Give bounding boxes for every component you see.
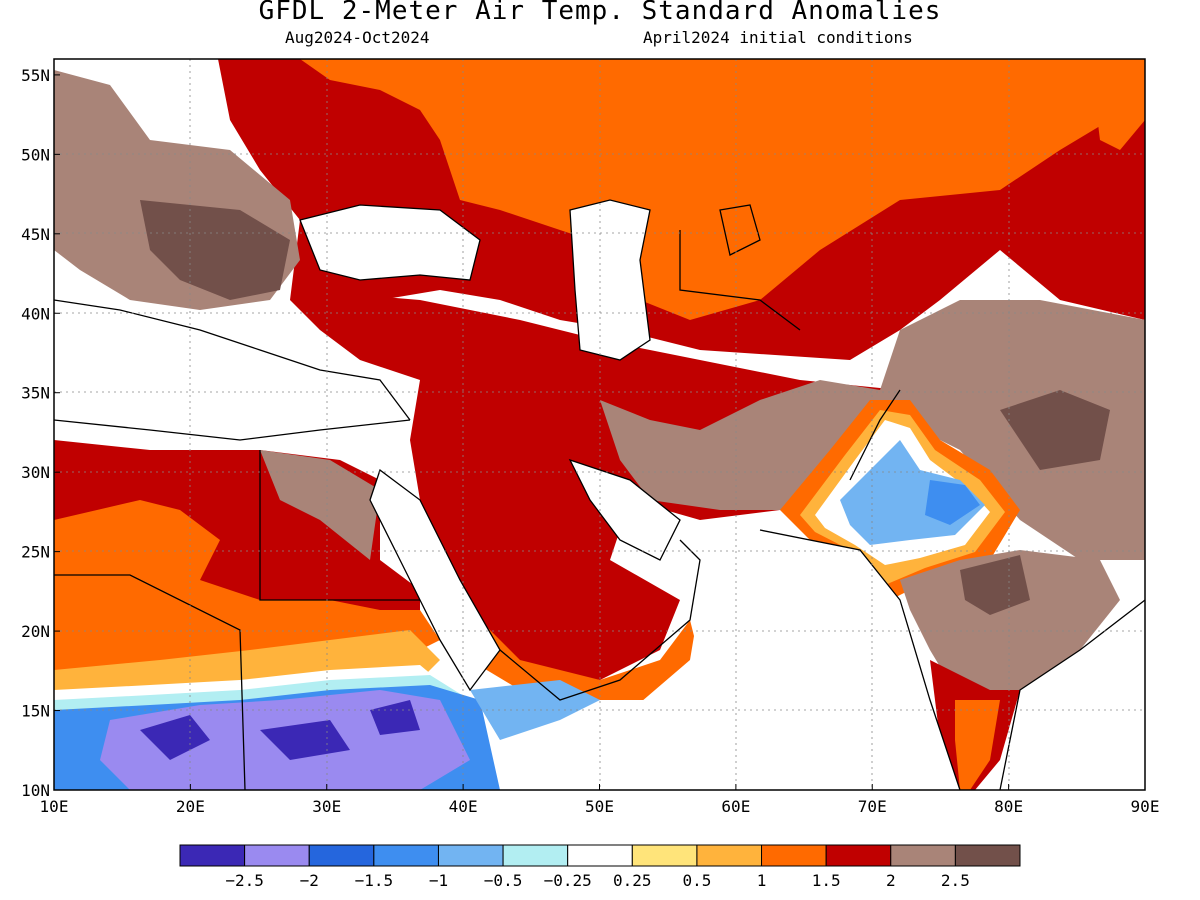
border-4 (679, 230, 801, 331)
india-east-coast (999, 599, 1146, 791)
india-coast (759, 529, 961, 791)
caspian-sea (570, 200, 650, 360)
lon-tick-label: 70E (858, 797, 887, 816)
bay-of-bengal (1000, 600, 1145, 790)
coastlines (53, 199, 1146, 791)
black-sea (300, 205, 480, 280)
lat-tick-label: 20N (21, 622, 50, 641)
region-band-deep1 (140, 715, 210, 760)
colorbar-swatch (567, 844, 633, 867)
arabia-coast (499, 539, 701, 701)
region-east-orange (1090, 59, 1145, 150)
persian-gulf (570, 460, 680, 560)
gulf-coast (568, 458, 681, 561)
region-india-brown (900, 550, 1120, 700)
colorbar-swatch (825, 844, 892, 867)
colorbar-swatch (696, 844, 763, 867)
lon-tick-label: 50E (585, 797, 614, 816)
gridlines (54, 59, 1145, 790)
valid-period: Aug2024-Oct2024 (285, 28, 430, 47)
colorbar-swatch (244, 844, 310, 867)
lat-tick-label: 55N (21, 66, 50, 85)
colorbar-swatch (437, 844, 504, 867)
longitude-axis: 10E 20E 30E 40E 50E 60E 70E 80E 90E (40, 784, 1160, 816)
colorbar-label: −2.5 (225, 871, 264, 890)
colorbar-label: −0.25 (544, 871, 592, 890)
colorbar-label: −1.5 (355, 871, 394, 890)
colorbar-swatch (890, 844, 956, 867)
lat-tick-label: 50N (21, 145, 50, 164)
lon-tick-label: 80E (994, 797, 1023, 816)
map-title: GFDL 2-Meter Air Temp. Standard Anomalie… (258, 0, 942, 26)
border-2 (54, 574, 246, 791)
colorbar-swatch (631, 844, 698, 867)
med-coast-south (53, 419, 411, 441)
colorbar-swatch (179, 844, 246, 867)
caspian-coast (569, 199, 651, 361)
colorbar-label: 1.5 (812, 871, 841, 890)
lat-tick-label: 10N (21, 781, 50, 800)
lat-tick-label: 30N (21, 463, 50, 482)
region-indus-bluecore (925, 480, 980, 525)
lon-tick-label: 20E (176, 797, 205, 816)
lon-tick-label: 60E (721, 797, 750, 816)
region-central-asia-orange (300, 59, 1120, 320)
colorbar-label: −1 (429, 871, 448, 890)
region-band-deep2 (260, 720, 350, 760)
lon-tick-label: 90E (1131, 797, 1160, 816)
region-india-south-orange (955, 700, 1000, 790)
lon-tick-label: 30E (312, 797, 341, 816)
black-sea-coast (299, 204, 481, 281)
red-sea-coast (369, 468, 501, 692)
region-band-deep3 (370, 700, 420, 735)
latitude-axis: 55N 50N 45N 40N 35N 30N 25N 20N 15N 10N (21, 66, 60, 800)
lat-tick-label: 15N (21, 702, 50, 721)
lat-tick-label: 45N (21, 225, 50, 244)
colorbar-swatch (761, 844, 827, 867)
colorbar-label: 2 (886, 871, 896, 890)
colorbar-swatch (502, 844, 569, 867)
mediterranean (54, 300, 410, 440)
colorbar-swatch (954, 844, 1021, 867)
anomaly-field (54, 59, 1145, 790)
lat-tick-label: 25N (21, 543, 50, 562)
initial-conditions: April2024 initial conditions (643, 28, 913, 47)
colorbar-swatch (308, 844, 375, 867)
colorbar-label: 2.5 (941, 871, 970, 890)
colorbar-label: 0.25 (613, 871, 652, 890)
colorbar-label: −0.5 (484, 871, 523, 890)
colorbar-label: 1 (757, 871, 767, 890)
lon-tick-label: 40E (449, 797, 478, 816)
colorbar-label: −2 (300, 871, 319, 890)
lat-tick-label: 35N (21, 384, 50, 403)
water-mask (54, 200, 1145, 790)
arabian-sea (600, 530, 960, 790)
red-sea (370, 470, 500, 690)
lon-tick-label: 10E (40, 797, 69, 816)
region-egypt-brown (260, 450, 380, 560)
colorbar-swatch (373, 844, 439, 867)
colorbar-label: 0.5 (682, 871, 711, 890)
aral-sea (719, 204, 761, 256)
med-coast-north (53, 299, 411, 421)
lat-tick-label: 40N (21, 304, 50, 323)
border-1 (259, 450, 420, 601)
border-3 (849, 389, 901, 481)
region-india-darkbrown (960, 555, 1030, 615)
colorbar: −2.5 −2 −1.5 −1 −0.5 −0.25 0.25 0.5 1 1.5 2 2.5 (179, 844, 1021, 890)
region-yemen-orange (440, 570, 700, 700)
region-tibet-darkbrown (1000, 390, 1110, 470)
region-balkans-darkbrown (140, 200, 290, 300)
